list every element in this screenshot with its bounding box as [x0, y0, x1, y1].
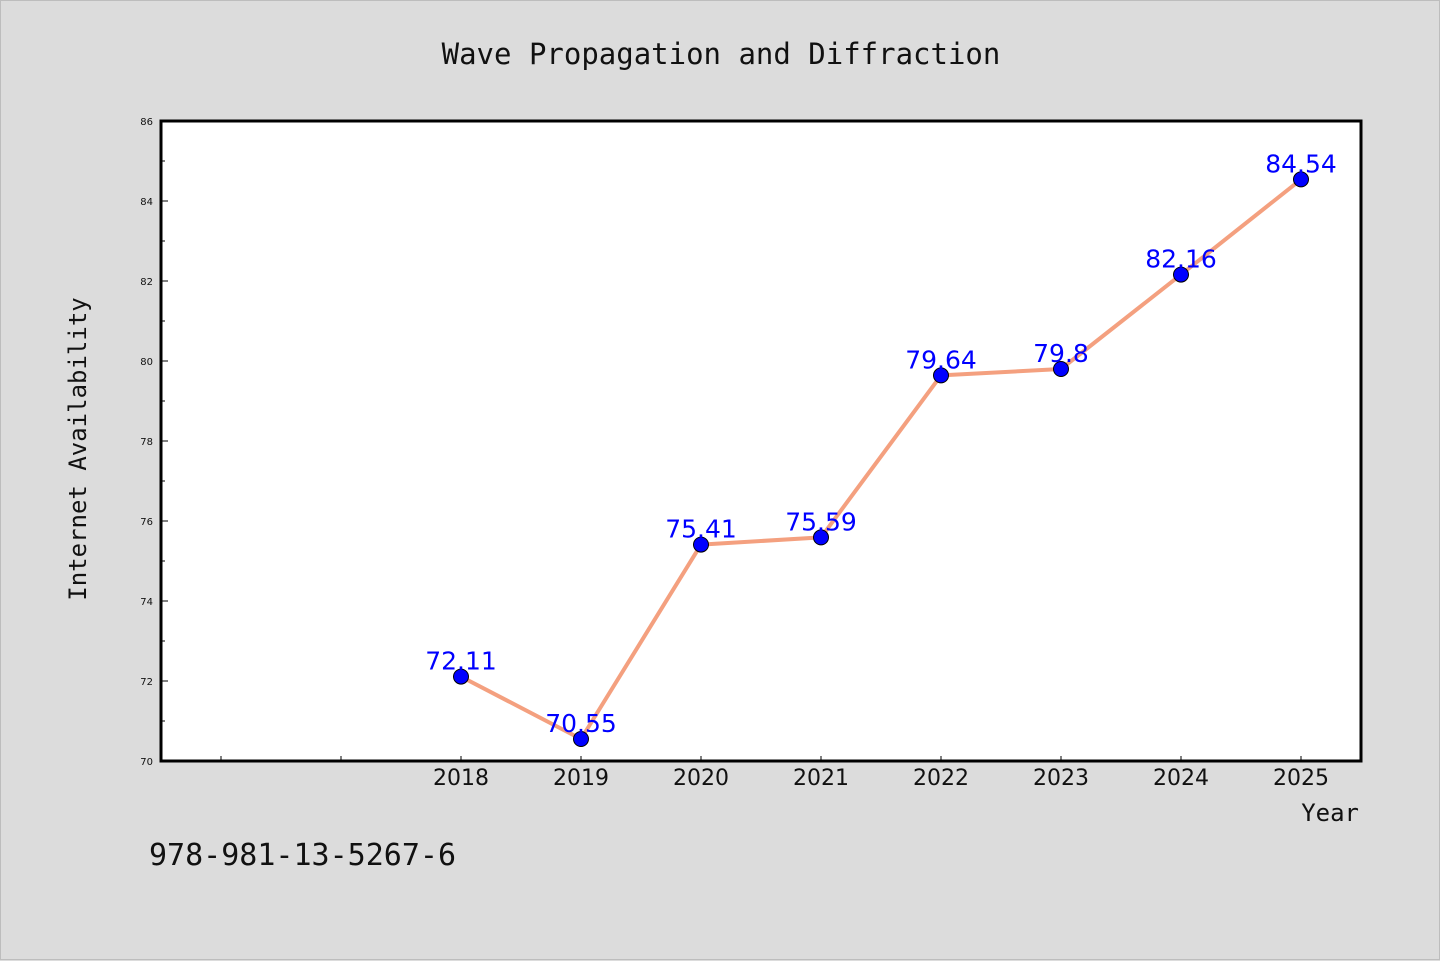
data-label: 79.64 [905, 345, 977, 374]
x-tick-label: 2024 [1153, 766, 1209, 791]
y-tick-label: 72 [140, 677, 153, 688]
x-axis-label: Year [1301, 799, 1359, 827]
data-label: 70.55 [545, 709, 617, 738]
data-point [453, 668, 469, 685]
data-point [933, 367, 949, 384]
x-tick-label: 2021 [793, 766, 849, 791]
y-tick-label: 76 [140, 517, 153, 528]
x-tick-label: 2023 [1033, 766, 1089, 791]
y-tick-label: 70 [140, 757, 153, 768]
x-tick-label: 2022 [913, 766, 969, 791]
y-tick-label: 82 [140, 277, 153, 288]
x-tick-label: 2019 [553, 766, 609, 791]
data-point [1053, 361, 1069, 377]
x-tick-label: 2020 [673, 766, 729, 791]
series-group [453, 171, 1309, 747]
data-label: 75.41 [665, 515, 737, 544]
data-label: 84.54 [1265, 149, 1337, 178]
data-point [1173, 266, 1189, 283]
data-point [813, 529, 829, 546]
data-label: 75.59 [785, 507, 857, 536]
data-point [1293, 171, 1309, 188]
axis-ticks: 70 72 74 76 78 80 82 84 86 2018 2019 2020 2021 2022 20… [140, 117, 1329, 791]
x-tick-label: 2025 [1273, 766, 1329, 791]
data-point [573, 731, 589, 747]
y-tick-label: 86 [140, 117, 153, 128]
plot-border [159, 119, 1363, 763]
data-point [693, 536, 709, 553]
chart-title: Wave Propagation and Diffraction [442, 37, 1001, 71]
y-tick-label: 74 [140, 597, 153, 608]
plot-area [161, 121, 1361, 761]
y-tick-label: 84 [140, 197, 153, 208]
y-tick-label: 80 [140, 357, 153, 368]
data-label: 72.11 [425, 647, 497, 676]
y-tick-label: 78 [140, 437, 153, 448]
data-label: 82.16 [1145, 245, 1217, 274]
data-labels-group: 72.11 70.55 75.41 75.59 79.64 79.8 82.16 84.54 [425, 149, 1337, 738]
x-tick-label: 2018 [433, 766, 489, 791]
data-label: 79.8 [1033, 339, 1089, 368]
y-axis-label: Internet Availability [64, 297, 92, 600]
series-line [459, 177, 1303, 741]
isbn-annotation: 978-981-13-5267-6 [149, 838, 456, 873]
